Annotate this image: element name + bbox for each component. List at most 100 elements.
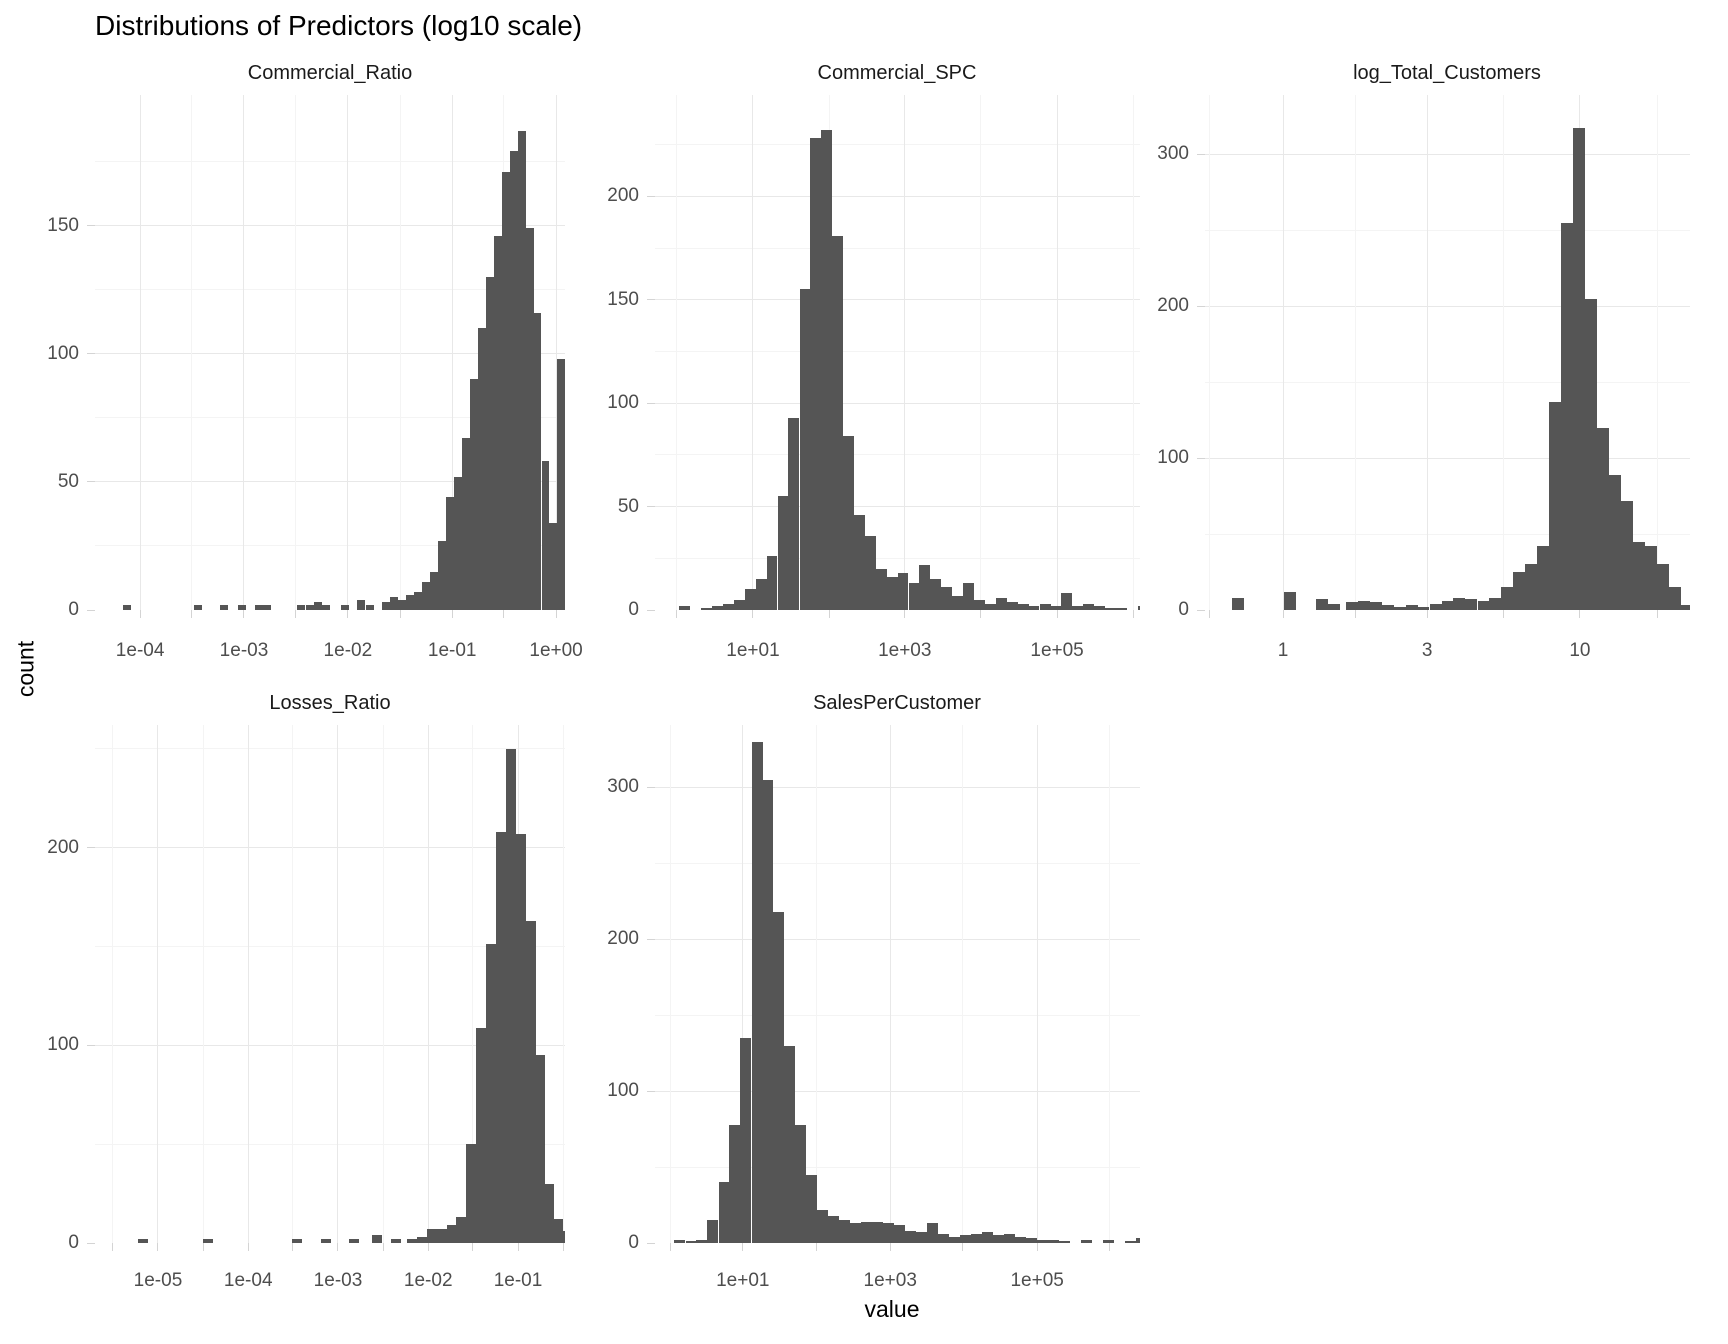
x-tick-mark — [517, 1243, 519, 1251]
histogram-bar — [777, 496, 789, 610]
gridline-y-minor — [1205, 381, 1690, 383]
histogram-bar — [1512, 572, 1525, 610]
gridline-y-minor — [1205, 229, 1690, 231]
histogram-bar — [784, 1045, 796, 1243]
y-tick-mark — [1197, 153, 1205, 155]
histogram-bar — [557, 358, 565, 610]
histogram-bar — [541, 461, 550, 610]
histogram-bar — [1137, 605, 1140, 610]
histogram-bar — [389, 597, 398, 610]
histogram-bar — [1357, 600, 1370, 610]
histogram-bar — [544, 1183, 555, 1243]
histogram-bar — [734, 599, 745, 610]
histogram-bar — [1136, 1238, 1140, 1243]
histogram-bar — [1489, 597, 1502, 610]
histogram-bar — [365, 604, 374, 610]
y-tick-label: 0 — [628, 1232, 639, 1253]
histogram-bar — [535, 1055, 546, 1243]
y-tick-label: 100 — [47, 1034, 79, 1056]
gridline-x-minor — [191, 95, 193, 610]
gridline-x-major — [555, 95, 557, 610]
histogram-bar — [421, 581, 430, 610]
histogram-bar — [1083, 603, 1095, 610]
histogram-bar — [485, 276, 494, 610]
gridline-x-minor — [472, 725, 474, 1243]
histogram-bar — [916, 1232, 928, 1243]
histogram-bar — [1393, 606, 1406, 610]
gridline-x-minor — [816, 725, 818, 1243]
gridline-x-major — [1426, 95, 1428, 610]
x-tick-label: 1e+05 — [1010, 1270, 1064, 1291]
y-tick-label: 150 — [47, 214, 79, 236]
histogram-bar — [1656, 564, 1669, 610]
gridline-x-major — [427, 725, 429, 1243]
gridline-x-minor — [295, 95, 297, 610]
histogram-bar — [722, 603, 734, 610]
histogram-bar — [832, 235, 843, 610]
x-tick-mark — [451, 610, 453, 618]
histogram-bar — [1596, 427, 1609, 610]
gridline-x-minor — [1355, 95, 1357, 610]
facet-strip-commercial-spc: Commercial_SPC — [817, 62, 977, 84]
histogram-bar — [1584, 298, 1597, 610]
histogram-bar — [762, 779, 774, 1243]
histogram-bar — [828, 1215, 840, 1243]
histogram-bar — [707, 1220, 719, 1243]
gridline-y-minor — [655, 247, 1140, 249]
x-tick-label: 1e-01 — [493, 1270, 543, 1291]
y-tick-mark — [87, 353, 95, 355]
y-tick-mark — [647, 506, 655, 508]
histogram-bar — [919, 564, 931, 610]
histogram-bar — [674, 1239, 686, 1243]
histogram-bar — [405, 594, 414, 610]
gridline-y-major — [655, 402, 1140, 404]
histogram-bar — [1548, 401, 1561, 610]
gridline-x-major — [247, 725, 249, 1243]
histogram-bar — [341, 604, 350, 610]
histogram-bar — [509, 151, 518, 610]
gridline-y-minor — [95, 748, 565, 750]
y-tick-label: 150 — [607, 288, 639, 310]
histogram-bar — [1644, 546, 1657, 610]
histogram-bar — [908, 583, 920, 610]
facet-panel-sales-per-customer — [655, 725, 1140, 1243]
histogram-bar — [865, 535, 876, 610]
x-tick-mark — [742, 1243, 744, 1251]
histogram-bar — [297, 604, 306, 610]
y-tick-label: 50 — [617, 495, 639, 517]
facet-panel-commercial-ratio — [95, 95, 565, 610]
histogram-bar — [872, 1221, 884, 1243]
histogram-bar — [905, 1230, 917, 1243]
histogram-bar — [372, 1235, 383, 1243]
gridline-y-major — [95, 847, 565, 849]
histogram-bar — [456, 1217, 467, 1243]
gridline-y-major — [95, 225, 565, 227]
gridline-y-major — [655, 786, 1140, 788]
x-tick-label: 1e-02 — [323, 640, 373, 661]
x-tick-label: 1e+01 — [716, 1270, 770, 1291]
y-tick-label: 100 — [607, 392, 639, 414]
y-tick-label: 0 — [1178, 599, 1189, 620]
histogram-bar — [357, 599, 366, 610]
histogram-bar — [390, 1239, 401, 1243]
gridline-x-major — [1056, 95, 1058, 610]
gridline-y-minor — [655, 557, 1140, 559]
histogram-bar — [1327, 603, 1340, 610]
histogram-bar — [1039, 603, 1051, 610]
gridline-y-minor — [655, 1166, 1140, 1168]
histogram-bar — [995, 597, 1007, 610]
histogram-bar — [466, 1144, 477, 1243]
gridline-y-minor — [655, 454, 1140, 456]
y-tick-mark — [87, 225, 95, 227]
histogram-bar — [853, 514, 865, 610]
x-tick-mark — [247, 1243, 249, 1251]
gridline-x-major — [451, 95, 453, 610]
gridline-x-minor — [399, 95, 401, 610]
histogram-bar — [263, 604, 272, 610]
histogram-bar — [1284, 591, 1297, 610]
gridline-x-minor — [1132, 95, 1134, 610]
x-tick-mark — [828, 610, 830, 618]
histogram-bar — [469, 379, 478, 610]
histogram-bar — [1072, 605, 1083, 610]
